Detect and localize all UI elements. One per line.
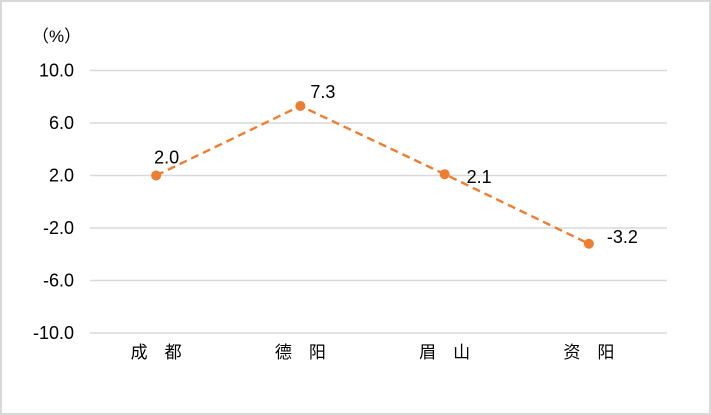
y-tick-label: 2.0	[49, 166, 74, 186]
data-point-label: 2.0	[154, 148, 179, 168]
x-category-label: 成 都	[131, 343, 182, 363]
data-point-label: 2.1	[467, 167, 492, 187]
y-tick-label: -6.0	[43, 271, 74, 291]
data-point-marker	[439, 169, 450, 180]
data-point-marker	[151, 170, 162, 181]
x-category-label: 资 阳	[563, 343, 614, 363]
y-tick-label: 6.0	[49, 113, 74, 133]
series-line	[155, 104, 590, 245]
x-category-label: 眉 山	[419, 343, 470, 363]
y-tick-label: -10.0	[33, 323, 74, 343]
y-tick-label: -2.0	[43, 218, 74, 238]
data-point-marker	[295, 100, 306, 111]
y-axis-unit-label: （%）	[32, 27, 82, 46]
x-category-label: 德 阳	[275, 343, 326, 363]
data-point-label: 7.3	[310, 82, 335, 102]
data-point-label: -3.2	[607, 227, 638, 247]
data-point-marker	[583, 238, 594, 249]
y-tick-label: 10.0	[39, 61, 74, 81]
